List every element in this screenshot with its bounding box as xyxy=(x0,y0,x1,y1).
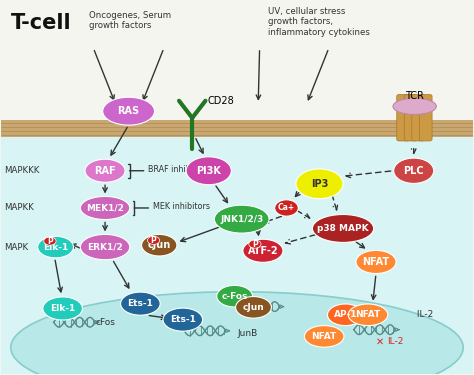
Text: NFAT: NFAT xyxy=(311,332,337,341)
Ellipse shape xyxy=(328,304,363,326)
Text: IP3: IP3 xyxy=(311,179,328,189)
Text: RAS: RAS xyxy=(118,106,140,116)
Ellipse shape xyxy=(80,196,130,219)
Text: Oncogenes, Serum
growth factors: Oncogenes, Serum growth factors xyxy=(89,11,171,30)
Ellipse shape xyxy=(80,234,130,260)
Ellipse shape xyxy=(275,200,298,216)
FancyBboxPatch shape xyxy=(397,94,410,141)
Text: PI3K: PI3K xyxy=(196,166,221,176)
Text: MAPKK: MAPKK xyxy=(4,204,34,213)
FancyBboxPatch shape xyxy=(412,94,425,141)
Ellipse shape xyxy=(103,97,155,125)
Ellipse shape xyxy=(147,236,160,244)
Ellipse shape xyxy=(37,236,73,258)
Ellipse shape xyxy=(142,234,177,256)
Text: ✕: ✕ xyxy=(376,337,384,347)
Text: TCR: TCR xyxy=(405,91,424,101)
Ellipse shape xyxy=(43,297,82,320)
Ellipse shape xyxy=(236,297,272,318)
Text: c-Fos: c-Fos xyxy=(221,292,248,301)
Ellipse shape xyxy=(312,214,374,242)
Text: JunB: JunB xyxy=(238,329,258,338)
Ellipse shape xyxy=(186,157,231,185)
Bar xyxy=(1,137,473,374)
Text: Ca+: Ca+ xyxy=(278,204,295,213)
Text: BRAF inhibitors: BRAF inhibitors xyxy=(148,165,209,174)
Ellipse shape xyxy=(11,292,463,375)
Text: Ets-1: Ets-1 xyxy=(128,299,153,308)
Text: UV, cellular stress
growth factors,
inflammatory cytokines: UV, cellular stress growth factors, infl… xyxy=(268,7,370,37)
Ellipse shape xyxy=(249,240,261,248)
Text: Ets-1: Ets-1 xyxy=(170,315,196,324)
Ellipse shape xyxy=(304,326,344,347)
Ellipse shape xyxy=(214,205,269,233)
Text: JNK1/2/3: JNK1/2/3 xyxy=(220,214,264,223)
Ellipse shape xyxy=(120,292,160,315)
Text: P: P xyxy=(252,240,258,249)
Text: MAPK: MAPK xyxy=(4,243,28,252)
Ellipse shape xyxy=(163,308,202,331)
FancyBboxPatch shape xyxy=(419,94,432,141)
Text: MEK1/2: MEK1/2 xyxy=(86,204,124,213)
Text: RAF: RAF xyxy=(94,166,116,176)
Text: NFAT: NFAT xyxy=(363,257,390,267)
Text: ATF-2: ATF-2 xyxy=(247,246,278,256)
Text: IL-2: IL-2 xyxy=(414,310,433,319)
Text: NFAT: NFAT xyxy=(356,310,381,319)
Ellipse shape xyxy=(217,285,253,307)
Text: T-cell: T-cell xyxy=(11,12,72,33)
Text: MAPKKK: MAPKKK xyxy=(4,166,39,175)
Ellipse shape xyxy=(296,169,343,199)
Text: IL-2: IL-2 xyxy=(387,338,403,346)
Ellipse shape xyxy=(393,98,437,114)
Text: AP-1: AP-1 xyxy=(334,310,357,319)
Bar xyxy=(1,120,473,137)
Ellipse shape xyxy=(394,158,434,183)
Text: MEK inhibitors: MEK inhibitors xyxy=(153,202,210,211)
Ellipse shape xyxy=(356,251,396,273)
Ellipse shape xyxy=(243,239,283,262)
Ellipse shape xyxy=(44,237,56,245)
Text: Elk-1: Elk-1 xyxy=(50,304,75,313)
Ellipse shape xyxy=(348,304,388,326)
Text: CD28: CD28 xyxy=(208,96,235,106)
Text: cJun: cJun xyxy=(147,240,171,250)
Text: ERK1/2: ERK1/2 xyxy=(87,243,123,252)
Text: P: P xyxy=(47,237,53,246)
Text: P: P xyxy=(151,236,156,245)
FancyBboxPatch shape xyxy=(404,94,417,141)
Text: p38 MAPK: p38 MAPK xyxy=(317,224,369,233)
Text: cJun: cJun xyxy=(243,303,264,312)
Text: Elk-1: Elk-1 xyxy=(43,243,68,252)
Text: cFos: cFos xyxy=(96,318,116,327)
Ellipse shape xyxy=(85,159,125,182)
Text: PLC: PLC xyxy=(403,166,424,176)
